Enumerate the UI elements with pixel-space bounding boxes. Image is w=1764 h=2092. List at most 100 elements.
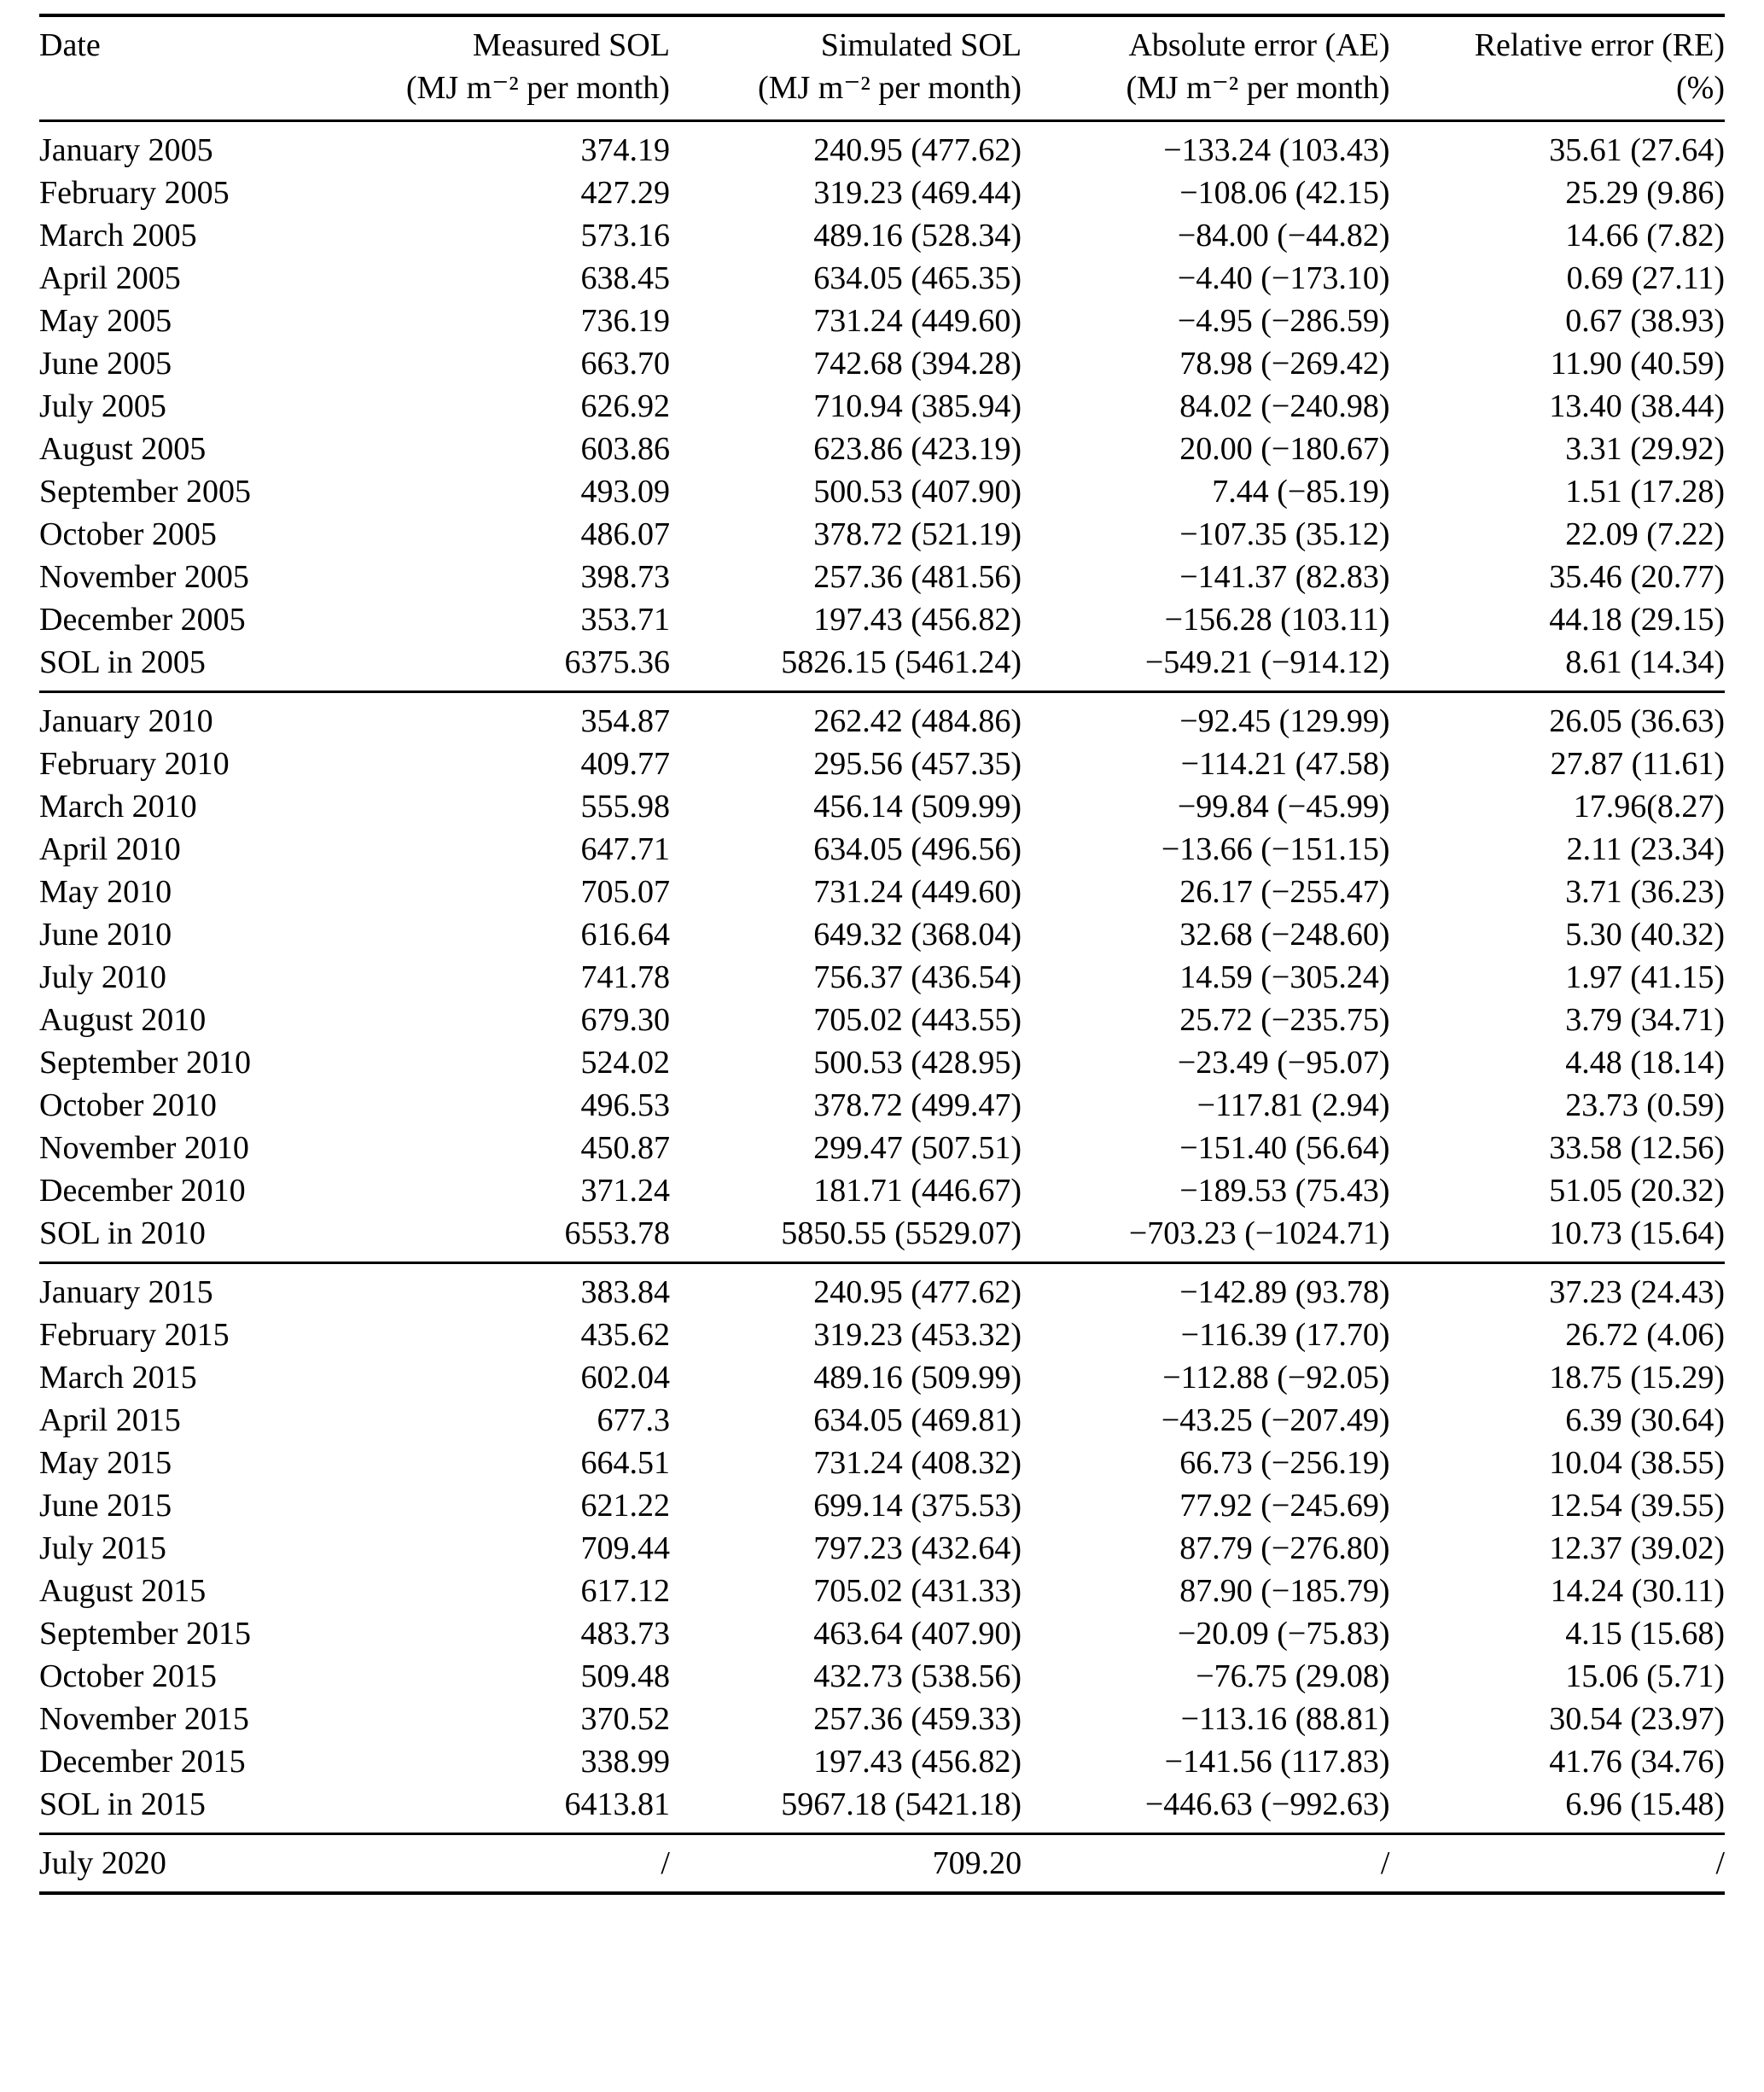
table-section-2005: January 2005 374.19 240.95 (477.62) −133.24… <box>39 120 1725 692</box>
value-cell: 3.79 (34.71) <box>1565 1002 1725 1038</box>
header-relative-error: Relative error (RE) (%) <box>1389 15 1725 121</box>
value-cell: 638.45 <box>580 260 670 296</box>
date-cell: September 2010 <box>39 1045 252 1081</box>
value-cell: −112.88 (−92.05) <box>1162 1360 1390 1396</box>
value-cell: 463.64 (407.90) <box>813 1616 1022 1652</box>
header-absolute-error-unit: (MJ m⁻² per month) <box>1126 70 1390 106</box>
date-cell: September 2005 <box>39 474 252 510</box>
value-cell: 5850.55 (5529.07) <box>781 1215 1022 1251</box>
table-row: November 2015 370.52 257.36 (459.33) −113.1… <box>39 1698 1725 1740</box>
date-cell: May 2015 <box>39 1445 172 1481</box>
value-cell: 14.24 (30.11) <box>1550 1573 1725 1609</box>
value-cell: 4.48 (18.14) <box>1565 1045 1725 1081</box>
date-cell: July 2005 <box>39 388 166 424</box>
value-cell: 6553.78 <box>564 1215 670 1251</box>
value-cell: 66.73 (−256.19) <box>1179 1445 1390 1481</box>
value-cell: −4.95 (−286.59) <box>1177 303 1390 339</box>
table-row: August 2005 603.86 623.86 (423.19) 20.00 (−… <box>39 428 1725 470</box>
value-cell: 197.43 (456.82) <box>813 602 1022 638</box>
date-cell: February 2015 <box>39 1317 230 1353</box>
value-cell: −116.39 (17.70) <box>1180 1317 1390 1353</box>
value-cell: / <box>1380 1845 1390 1881</box>
table-row: June 2005 663.70 742.68 (394.28) 78.98 (−26… <box>39 342 1725 385</box>
value-cell: 32.68 (−248.60) <box>1179 917 1390 953</box>
date-cell: April 2010 <box>39 831 181 867</box>
value-cell: 450.87 <box>580 1130 670 1166</box>
value-cell: 634.05 (469.81) <box>813 1402 1022 1438</box>
value-cell: 20.00 (−180.67) <box>1179 431 1390 467</box>
value-cell: 8.61 (14.34) <box>1565 644 1725 680</box>
date-cell: November 2015 <box>39 1701 249 1737</box>
date-cell: November 2005 <box>39 559 249 595</box>
table-row: December 2005 353.71 197.43 (456.82) −156.2… <box>39 598 1725 641</box>
date-cell: August 2015 <box>39 1573 207 1609</box>
value-cell: 741.78 <box>580 959 670 995</box>
value-cell: 0.69 (27.11) <box>1566 260 1725 296</box>
value-cell: 603.86 <box>580 431 670 467</box>
table-row: November 2010 450.87 299.47 (507.51) −151.4… <box>39 1127 1725 1169</box>
value-cell: 0.67 (38.93) <box>1565 303 1725 339</box>
table-row: SOL in 2005 6375.36 5826.15 (5461.24) −549.… <box>39 641 1725 692</box>
value-cell: / <box>1715 1845 1725 1881</box>
header-simulated-sol-title: Simulated SOL <box>820 27 1022 63</box>
value-cell: −141.37 (82.83) <box>1179 559 1390 595</box>
value-cell: 299.47 (507.51) <box>813 1130 1022 1166</box>
value-cell: 87.79 (−276.80) <box>1179 1530 1390 1566</box>
value-cell: 731.24 (408.32) <box>813 1445 1022 1481</box>
date-cell: July 2015 <box>39 1530 166 1566</box>
table-row: February 2015 435.62 319.23 (453.32) −116.3… <box>39 1314 1725 1356</box>
value-cell: / <box>661 1845 670 1881</box>
value-cell: 493.09 <box>580 474 670 510</box>
value-cell: 573.16 <box>580 218 670 253</box>
date-cell: February 2010 <box>39 746 230 782</box>
table-row: SOL in 2015 6413.81 5967.18 (5421.18) −446.… <box>39 1783 1725 1834</box>
value-cell: 17.96(8.27) <box>1573 789 1725 825</box>
value-cell: 240.95 (477.62) <box>813 1274 1022 1310</box>
value-cell: 6.39 (30.64) <box>1565 1402 1725 1438</box>
date-cell: March 2015 <box>39 1360 197 1396</box>
table-row: April 2005 638.45 634.05 (465.35) −4.40 (−1… <box>39 257 1725 300</box>
value-cell: −549.21 (−914.12) <box>1144 644 1390 680</box>
sol-table: Date Measured SOL (MJ m⁻² per month) Sim… <box>39 14 1725 1895</box>
value-cell: −13.66 (−151.15) <box>1161 831 1390 867</box>
header-measured-sol-unit: (MJ m⁻² per month) <box>405 70 670 106</box>
value-cell: 5967.18 (5421.18) <box>781 1786 1022 1822</box>
date-cell: December 2010 <box>39 1173 246 1209</box>
value-cell: −99.84 (−45.99) <box>1177 789 1390 825</box>
date-cell: May 2010 <box>39 874 172 910</box>
table-row: August 2010 679.30 705.02 (443.55) 25.72 (−… <box>39 999 1725 1041</box>
value-cell: 15.06 (5.71) <box>1565 1658 1725 1694</box>
value-cell: 84.02 (−240.98) <box>1179 388 1390 424</box>
value-cell: 709.20 <box>932 1845 1022 1881</box>
table-row: October 2005 486.07 378.72 (521.19) −107.35… <box>39 513 1725 556</box>
value-cell: 11.90 (40.59) <box>1550 346 1725 382</box>
value-cell: 25.29 (9.86) <box>1565 175 1725 211</box>
value-cell: 705.02 (443.55) <box>813 1002 1022 1038</box>
value-cell: 621.22 <box>580 1488 670 1524</box>
value-cell: 1.97 (41.15) <box>1565 959 1725 995</box>
value-cell: 262.42 (484.86) <box>813 703 1022 739</box>
value-cell: 5826.15 (5461.24) <box>781 644 1022 680</box>
value-cell: 617.12 <box>580 1573 670 1609</box>
value-cell: 623.86 (423.19) <box>813 431 1022 467</box>
value-cell: −703.23 (−1024.71) <box>1128 1215 1390 1251</box>
value-cell: 677.3 <box>597 1402 670 1438</box>
table-row: June 2015 621.22 699.14 (375.53) 77.92 (−24… <box>39 1484 1725 1527</box>
header-relative-error-unit: (%) <box>1676 70 1725 106</box>
table-row: May 2005 736.19 731.24 (449.60) −4.95 (−286… <box>39 300 1725 342</box>
value-cell: 649.32 (368.04) <box>813 917 1022 953</box>
value-cell: −133.24 (103.43) <box>1163 132 1390 168</box>
value-cell: 44.18 (29.15) <box>1549 602 1725 638</box>
value-cell: 6375.36 <box>564 644 670 680</box>
value-cell: 500.53 (428.95) <box>813 1045 1022 1081</box>
value-cell: 10.04 (38.55) <box>1549 1445 1725 1481</box>
value-cell: 509.48 <box>580 1658 670 1694</box>
table-row: January 2005 374.19 240.95 (477.62) −133.24… <box>39 121 1725 172</box>
table-section-2020: July 2020 / 709.20 / / <box>39 1833 1725 1894</box>
value-cell: 378.72 (499.47) <box>813 1087 1022 1123</box>
date-cell: June 2005 <box>39 346 172 382</box>
value-cell: 634.05 (496.56) <box>813 831 1022 867</box>
value-cell: 197.43 (456.82) <box>813 1744 1022 1780</box>
value-cell: 257.36 (459.33) <box>813 1701 1022 1737</box>
value-cell: −76.75 (29.08) <box>1196 1658 1390 1694</box>
